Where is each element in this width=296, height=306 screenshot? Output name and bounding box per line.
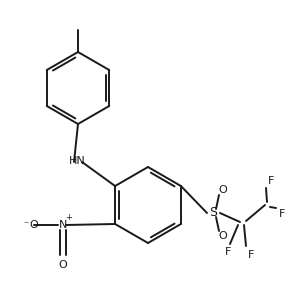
Text: F: F xyxy=(268,176,274,186)
Text: +: + xyxy=(65,212,73,222)
Text: S: S xyxy=(209,207,217,219)
Text: N: N xyxy=(59,220,67,230)
Text: O: O xyxy=(30,220,38,230)
Text: O: O xyxy=(59,260,67,270)
Text: HN: HN xyxy=(69,156,85,166)
Text: O: O xyxy=(219,185,227,195)
Text: F: F xyxy=(225,247,231,257)
Text: O: O xyxy=(219,231,227,241)
Text: ⁻: ⁻ xyxy=(23,220,28,230)
Text: F: F xyxy=(279,209,285,219)
Text: F: F xyxy=(248,250,254,260)
